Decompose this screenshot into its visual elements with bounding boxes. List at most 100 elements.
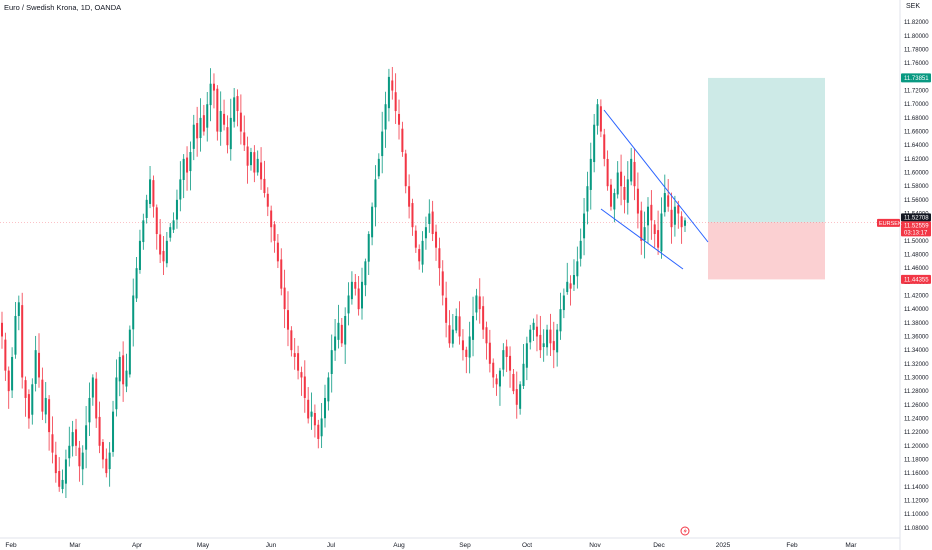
lightning-icon[interactable] [680,526,690,536]
candle-body [431,211,434,235]
candle-body [145,199,148,218]
candle [630,147,633,186]
price-tick-label: 11.46000 [904,266,929,272]
candle [562,288,565,319]
candle-body [640,210,643,241]
candle-body [502,350,505,370]
candle-body [485,327,488,344]
candle-body [448,325,451,344]
candle [667,178,670,212]
candle-body [179,179,182,200]
trendlines-layer[interactable] [600,109,709,270]
stop-price-tag: 11.44355 [901,274,931,284]
candle-body [529,329,532,343]
candle [525,336,528,381]
entry-price-tag: 11.52708 [901,213,931,222]
candle-body [458,316,461,337]
candle-body [515,389,518,405]
candle [488,329,491,373]
candle-body [75,429,78,446]
candle-body [249,152,252,166]
candle-body [381,131,384,157]
candle-body [404,153,407,187]
price-tick-label: 11.66000 [904,130,929,136]
candle [391,66,394,100]
candle [152,175,155,218]
price-tick-label: 11.56000 [904,198,929,204]
candle-body [350,281,353,300]
candle [75,418,78,457]
time-axis[interactable]: Feb Mar Apr May Jun Jul Aug Sep Oct Nov Dec 2025 Feb… [5,542,857,549]
candle-body [165,240,168,264]
candle-body [320,418,323,437]
candle [657,210,660,255]
candle [636,172,639,229]
candle [21,292,24,389]
candle [327,372,330,411]
candle [24,376,27,417]
candle [38,333,41,388]
price-tick-label: 11.36000 [904,334,929,340]
candle-body [606,158,609,187]
candle [199,98,202,152]
candle-body [371,206,374,238]
price-tick-label: 11.26000 [904,403,929,409]
candle-body [236,96,239,112]
time-axis-label: May [197,542,210,549]
candle-body [391,80,394,91]
candle-body [562,295,565,311]
candle-body [125,370,128,387]
candle [424,216,427,250]
candle-body [559,309,562,332]
candle [384,91,387,148]
price-tick-label: 11.32000 [904,362,929,368]
candle [663,174,666,217]
candle [105,448,108,478]
candle-body [132,295,135,330]
candle [246,136,249,184]
candle-body [14,315,17,355]
candle [209,68,212,122]
candle-body [472,315,475,340]
candle [223,99,226,131]
price-tick-label: 11.58000 [904,184,929,190]
candle [556,323,559,367]
candle-body [24,380,27,398]
candle-body [482,306,485,330]
candle-body [609,184,612,207]
symbol-tag-bg [877,218,900,227]
position-tool[interactable] [0,77,900,280]
candle [310,392,313,430]
candle [411,198,414,236]
candle-body [290,330,293,351]
candle-body [95,378,98,419]
candle-body [115,377,118,410]
candle-body [206,104,209,128]
currency-label[interactable]: SEK [906,3,921,10]
price-tick-label: 11.72000 [904,89,929,95]
candle-body [11,356,14,391]
candle-body [202,115,205,132]
candle-body [677,205,680,214]
candle [98,401,101,454]
candle-body [630,158,633,182]
price-tick-label: 11.68000 [904,116,929,122]
candle [387,68,390,122]
candle-body [633,161,636,187]
time-axis-label: Mar [69,542,81,549]
candle [515,371,518,419]
price-tick-label: 11.78000 [904,48,929,54]
candle-body [357,288,360,310]
candle-body [334,336,337,351]
candle-body [377,158,380,177]
price-tick-label: 11.70000 [904,102,929,108]
price-tick-label: 11.64000 [904,143,929,149]
candle [344,307,347,364]
candle [334,318,337,361]
candle-body [172,220,175,230]
candle [14,302,17,359]
candle-body [38,352,41,378]
candle-body [505,346,508,357]
candles-layer [0,66,687,499]
